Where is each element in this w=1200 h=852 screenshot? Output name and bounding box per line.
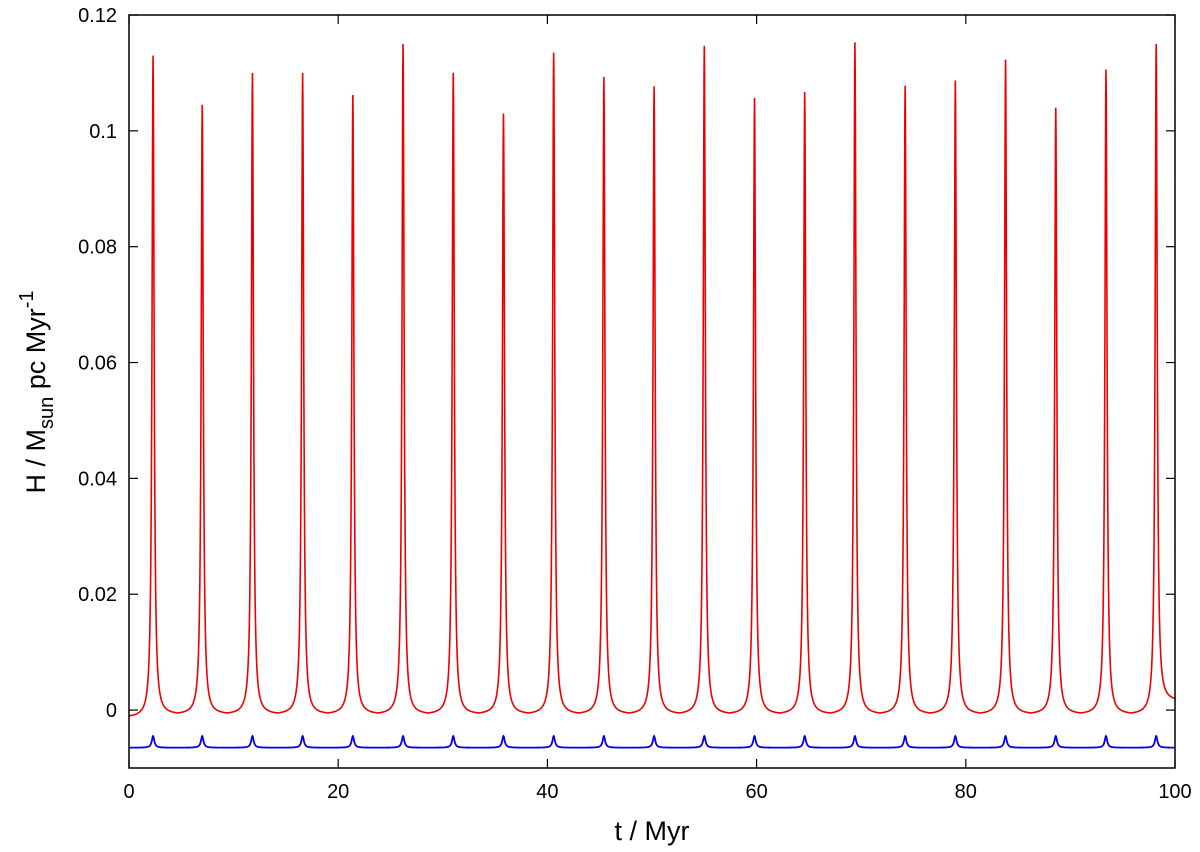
y-tick-label: 0.12 [78, 5, 117, 27]
x-tick-label: 80 [955, 781, 977, 803]
tick-layer: 0 20 40 60 80 100 0 0.02 0.04 0.06 0.08 0.1 0.12 [78, 5, 1192, 803]
series-layer [128, 42, 1176, 749]
y-axis-label-middle: pc Myr [21, 308, 51, 397]
x-tick-label: 100 [1158, 781, 1191, 803]
x-tick-label: 20 [327, 781, 349, 803]
y-tick-label: 0 [106, 700, 117, 722]
x-axis-label: t / Myr [615, 816, 690, 846]
y-tick-label: 0.04 [78, 468, 117, 490]
x-tick-label: 40 [536, 781, 558, 803]
y-tick-label: 0.02 [78, 584, 117, 606]
x-tick-label: 60 [745, 781, 767, 803]
x-tick-label: 0 [123, 781, 134, 803]
y-axis-label-prefix: H / M [21, 429, 51, 494]
y-axis-label-subscript: sun [36, 397, 58, 429]
series-red-line [128, 42, 1176, 717]
series-blue-line [129, 734, 1175, 749]
y-tick-label: 0.06 [78, 353, 117, 375]
y-axis-label: H / Msun pc Myr-1 [16, 290, 58, 493]
y-tick-label: 0.1 [89, 121, 117, 143]
plot-frame [128, 14, 1176, 769]
y-axis-label-superscript: -1 [16, 290, 38, 308]
y-tick-label: 0.08 [78, 237, 117, 259]
